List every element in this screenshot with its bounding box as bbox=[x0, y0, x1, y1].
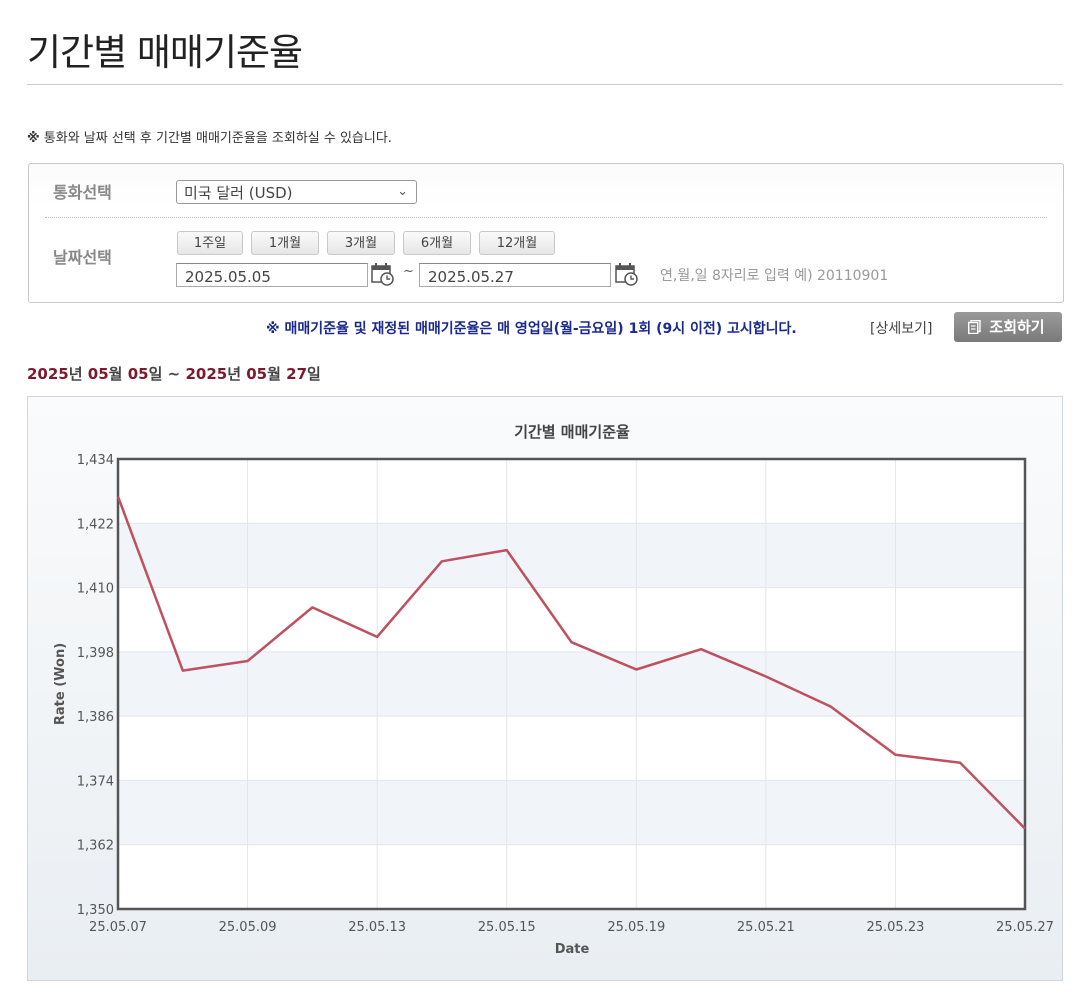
search-button-label: 조회하기 bbox=[989, 318, 1045, 336]
detail-link[interactable]: [상세보기] bbox=[870, 321, 933, 337]
y-tick-label: 1,410 bbox=[77, 582, 114, 597]
document-icon bbox=[968, 320, 981, 334]
form-row-divider bbox=[45, 217, 1047, 218]
title-divider bbox=[27, 84, 1063, 85]
notice-mark: ※ bbox=[27, 131, 40, 146]
x-tick-label: 25.05.21 bbox=[737, 920, 795, 935]
x-tick-label: 25.05.09 bbox=[219, 920, 277, 935]
plot-border bbox=[116, 457, 1027, 911]
date-format-hint: 연,월,일 8자리로 입력 예) 20110901 bbox=[660, 268, 889, 284]
date-label: 날짜선택 bbox=[53, 248, 112, 267]
page-title: 기간별 매매기준율 bbox=[27, 31, 303, 74]
chart-title: 기간별 매매기준율 bbox=[514, 423, 630, 441]
chart-container: Rate (Won) Date 1,350 1,362 1,374 1,386 1,39… bbox=[27, 396, 1063, 981]
period-button-12months[interactable]: 12개월 bbox=[479, 231, 555, 255]
period-button-6months[interactable]: 6개월 bbox=[403, 231, 471, 255]
x-tick-label: 25.05.13 bbox=[348, 920, 406, 935]
y-tick-label: 1,398 bbox=[77, 646, 114, 661]
period-button-1week[interactable]: 1주일 bbox=[177, 231, 243, 255]
plot-band bbox=[118, 780, 1025, 845]
rate-series-line bbox=[116, 496, 1026, 830]
currency-select[interactable]: 미국 달러 (USD) ⌄ bbox=[176, 180, 417, 204]
end-date-input[interactable]: 2025.05.27 bbox=[419, 263, 611, 287]
x-tick-label: 25.05.27 bbox=[996, 920, 1054, 935]
plot-band bbox=[118, 523, 1025, 588]
y-tick-label: 1,362 bbox=[77, 839, 114, 854]
rate-line-chart: Rate (Won) Date 1,350 1,362 1,374 1,386 1,39… bbox=[53, 423, 1054, 957]
plot-band bbox=[118, 651, 1025, 717]
notice-message: 통화와 날짜 선택 후 기간별 매매기준율을 조회하실 수 있습니다. bbox=[43, 131, 392, 146]
y-tick-label: 1,422 bbox=[77, 517, 114, 532]
calendar-icon[interactable] bbox=[371, 262, 395, 286]
currency-label: 통화선택 bbox=[53, 183, 112, 202]
search-button[interactable]: 조회하기 bbox=[954, 312, 1062, 342]
period-button-1month[interactable]: 1개월 bbox=[251, 231, 319, 255]
start-date-input[interactable]: 2025.05.05 bbox=[176, 263, 368, 287]
chevron-down-icon: ⌄ bbox=[397, 184, 408, 199]
calendar-icon[interactable] bbox=[615, 262, 639, 286]
y-tick-label: 1,350 bbox=[77, 903, 114, 918]
rate-notice: ※ 매매기준율 및 재정된 매매기준율은 매 영업일(월-금요일) 1회 (9시… bbox=[266, 321, 797, 337]
period-range-display: 2025년 05월 05일 ~ 2025년 05월 27일 bbox=[27, 365, 321, 383]
currency-selected-value: 미국 달러 (USD) bbox=[184, 184, 293, 202]
x-axis-label: Date bbox=[555, 942, 590, 957]
x-tick-label: 25.05.19 bbox=[607, 920, 665, 935]
date-range-separator: ~ bbox=[403, 264, 414, 279]
x-tick-label: 25.05.07 bbox=[89, 920, 147, 935]
x-tick-label: 25.05.15 bbox=[478, 920, 536, 935]
y-tick-label: 1,386 bbox=[77, 710, 114, 725]
notice-text: ※ 통화와 날짜 선택 후 기간별 매매기준율을 조회하실 수 있습니다. bbox=[27, 127, 392, 146]
y-tick-label: 1,374 bbox=[77, 774, 114, 789]
y-tick-label: 1,434 bbox=[77, 453, 114, 468]
period-button-3months[interactable]: 3개월 bbox=[327, 231, 395, 255]
search-form: 통화선택 미국 달러 (USD) ⌄ 날짜선택 1주일 1개월 3개월 6개월 … bbox=[28, 163, 1064, 303]
y-axis-label: Rate (Won) bbox=[53, 643, 68, 725]
x-tick-label: 25.05.23 bbox=[866, 920, 924, 935]
